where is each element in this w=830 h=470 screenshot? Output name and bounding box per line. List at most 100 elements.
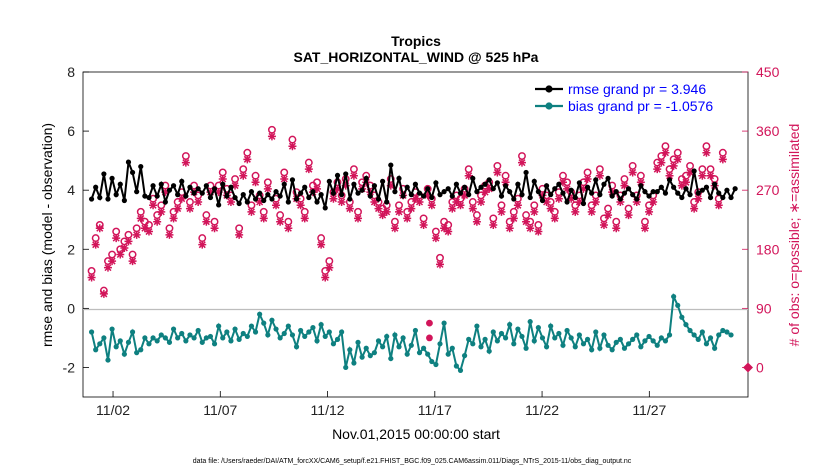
bias-point (613, 339, 619, 345)
obs-assimilated-marker (681, 178, 690, 187)
bias-point (269, 317, 275, 323)
bias-point (457, 367, 464, 374)
rmse-point (293, 196, 300, 202)
rmse-point (183, 193, 189, 199)
bias-point (716, 332, 722, 338)
rmse-point (404, 184, 410, 190)
rmse-point (113, 192, 119, 198)
rmse-point (654, 189, 660, 195)
rmse-point (166, 187, 173, 193)
bias-point (609, 347, 615, 353)
rmse-point (625, 186, 632, 192)
obs-assimilated-marker (620, 181, 629, 190)
rmse-point (461, 184, 468, 190)
bias-point (671, 293, 677, 300)
rmse-point (105, 196, 111, 202)
obs-assimilated-marker (95, 224, 104, 233)
bias-point (638, 344, 644, 350)
rmse-point (195, 186, 201, 192)
obs-assimilated-marker (378, 211, 387, 220)
rmse-point (367, 193, 373, 199)
rmse-point (687, 192, 693, 198)
legend: rmse grand pr = 3.946 bias grand pr = -1… (535, 81, 713, 114)
rmse-point (421, 193, 427, 199)
obs-assimilated-marker (181, 158, 190, 167)
left-tick-label: 6 (67, 123, 75, 139)
rmse-point (642, 189, 648, 195)
rmse-point (306, 194, 312, 201)
obs-assimilated-marker (575, 198, 584, 206)
bias-point (728, 332, 734, 338)
rmse-point (502, 183, 509, 189)
obs-assimilated-marker (526, 224, 535, 233)
rmse-point (527, 194, 533, 201)
obs-assimilated-marker (173, 204, 182, 213)
rmse-point (191, 190, 197, 196)
legend-rmse-label: rmse grand pr = 3.946 (568, 81, 706, 97)
rmse-point (593, 177, 599, 183)
obs-assimilated-marker (464, 171, 473, 180)
bias-point (548, 323, 554, 329)
obs-assimilated-marker (354, 214, 363, 223)
rmse-point (543, 183, 550, 189)
rmse-point (634, 196, 640, 202)
bias-point (486, 348, 492, 354)
bias-point (543, 344, 550, 350)
bias-point (535, 324, 541, 331)
rmse-point (412, 181, 419, 187)
rmse-point (310, 189, 316, 195)
rmse-point (507, 189, 513, 195)
obs-assimilated-marker (563, 184, 572, 193)
bias-point (470, 341, 476, 347)
obs-assimilated-marker (304, 165, 313, 174)
bias-point (388, 355, 394, 362)
bias-point (252, 329, 259, 335)
obs-assimilated-marker (415, 198, 424, 206)
rmse-point (408, 192, 414, 198)
obs-assimilated-marker (624, 211, 633, 220)
obs-assimilated-marker (476, 198, 485, 206)
bias-point (244, 333, 250, 340)
highlight-points (426, 319, 753, 373)
bias-point (281, 330, 287, 337)
rmse-point (142, 193, 148, 199)
left-axis-ticks: -2 0 2 4 6 8 (63, 64, 89, 375)
obs-assimilated-marker (296, 201, 305, 210)
bias-point (166, 339, 173, 345)
rmse-point (207, 194, 214, 201)
x-tick-label: 11/07 (203, 402, 237, 418)
obs-assimilated-marker (235, 230, 244, 239)
obs-assimilated-marker (587, 207, 596, 216)
bias-point (507, 322, 513, 328)
bias-point (564, 327, 570, 334)
x-axis-ticks: 11/02 11/07 11/12 11/17 11/22 11/27 (96, 391, 667, 418)
bias-point (662, 338, 669, 344)
obs-assimilated-marker (99, 289, 108, 298)
bias-point (675, 302, 681, 309)
rmse-point (396, 175, 402, 181)
rmse-point (523, 169, 529, 176)
rmse-point (474, 189, 480, 195)
rmse-point (220, 181, 226, 187)
bias-point (441, 320, 447, 326)
rmse-point (244, 199, 250, 205)
rmse-point (470, 175, 476, 181)
obs-assimilated-marker (481, 188, 490, 197)
bias-point (314, 338, 320, 344)
rmse-point (339, 192, 345, 198)
rmse-point (252, 196, 259, 202)
obs-assimilated-marker (423, 191, 432, 200)
bias-point (437, 341, 443, 347)
bias-point (220, 335, 226, 341)
rmse-point (261, 197, 267, 204)
rmse-point (240, 192, 246, 198)
obs-assimilated-marker (427, 201, 436, 210)
bias-point (412, 327, 419, 334)
bias-point (351, 360, 357, 366)
obs-assimilated-marker (390, 224, 399, 233)
bias-point (523, 345, 529, 351)
obs-assimilated-marker (313, 184, 322, 193)
bias-point (367, 353, 373, 359)
rmse-point (511, 196, 517, 202)
obs-assimilated-marker (247, 207, 256, 216)
